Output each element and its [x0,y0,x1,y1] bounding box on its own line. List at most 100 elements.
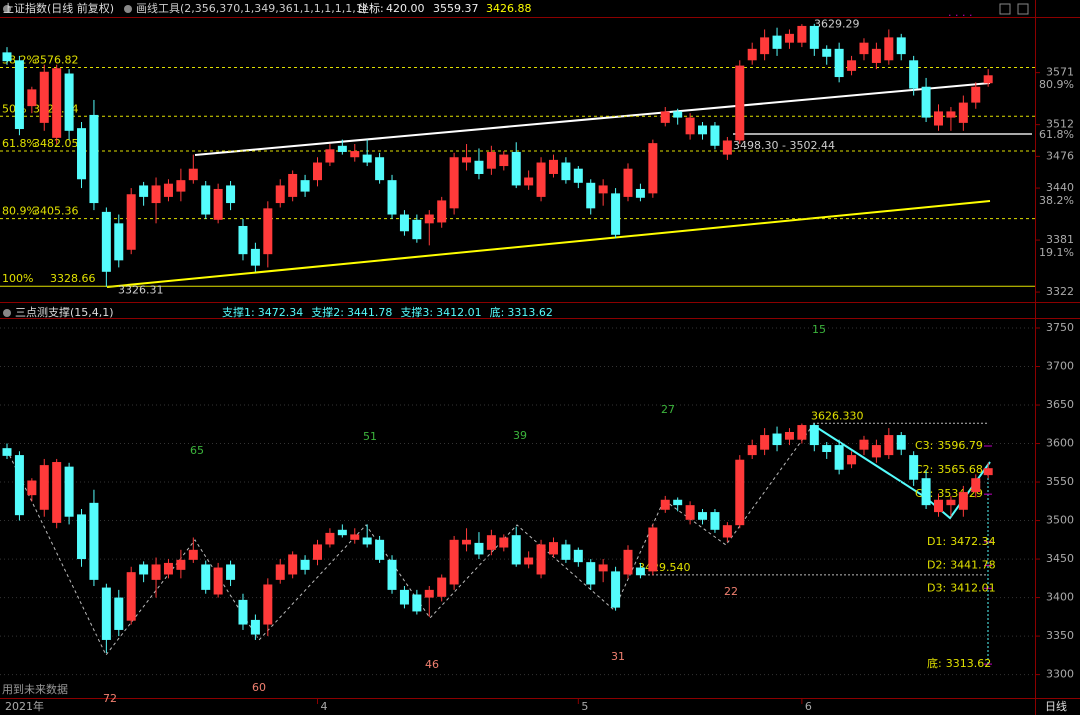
candle-body [437,577,447,597]
candle-body [561,544,571,560]
candle-body [101,587,111,640]
candle-body [313,162,322,181]
count-label: 72 [103,692,117,705]
candle-body [934,499,943,513]
candle-body [710,125,720,146]
candle-body [263,208,273,255]
level-label: C2: [915,463,933,476]
coord-label: 坐标: [358,1,384,15]
window-button[interactable] [999,3,1011,15]
y-tick-label: 3650 [1046,398,1074,411]
candle-body [524,557,534,565]
indicator-title: 三点测支撑(15,4,1) [15,305,114,319]
candle-body [822,48,832,57]
menu-dots[interactable]: · · · · [948,9,972,22]
candle-body [896,435,906,450]
candle-body [474,542,484,555]
candle-body [784,431,794,440]
candle-body [983,75,993,84]
panel-icon[interactable] [3,309,11,317]
candle-body [163,183,173,197]
x-tick-label: 4 [321,700,328,713]
candle-body [934,111,943,126]
tool-label: 画线工具(2,356,370,1,349,361,1,1,1,1,1,1) [136,1,367,15]
candle-body [350,534,360,540]
candle-body [437,200,447,223]
y-tick-label: 3440 [1046,181,1074,194]
candle-body [760,435,770,450]
support-label: 支撑2: [311,305,344,319]
candle-body [747,445,757,456]
window-button[interactable] [1017,3,1029,15]
candle-body [52,462,62,523]
candle-body [275,185,285,204]
price-value: 3426.88 [486,2,532,15]
trend-line [194,82,991,156]
candle-body [462,539,472,545]
candle-body [648,143,658,194]
candle-body [101,211,111,272]
panel-icon[interactable] [3,5,11,13]
candle-body [114,597,124,630]
pct-label: 19.1% [1039,246,1074,259]
candle-body [176,559,186,570]
level-label: D3: [927,581,946,594]
candle-body [722,140,732,155]
candle-body [151,185,161,204]
candle-body [288,554,298,575]
note: 用到未来数据 [2,682,68,696]
support-value: 3472.34 [258,306,304,319]
candle-body [424,214,434,224]
support-label: 底: [490,305,505,319]
candle-body [449,157,459,209]
count-label: 39 [513,429,527,442]
candle-body [958,492,968,510]
fib-pct: 80.9% [2,205,37,218]
x-tick-label: 6 [805,700,812,713]
pct-label: 38.2% [1039,194,1074,207]
candle-body [511,151,521,186]
candle-body [536,544,546,575]
candle-body [263,584,273,625]
candle-body [983,468,993,476]
tool-icon[interactable] [124,5,132,13]
candle-body [300,559,310,570]
fib-value: 3576.82 [33,54,79,67]
candle-body [27,480,37,496]
count-label: 15 [812,323,826,336]
level-value: 3441.78 [950,558,996,571]
candle-body [52,68,62,138]
candle-body [288,173,298,197]
candle-body [673,111,683,118]
candle-body [884,37,894,61]
candle-body [971,478,981,493]
candle-body [176,180,186,192]
candle-body [201,185,211,215]
y-tick-label: 3450 [1046,552,1074,565]
candle-body [412,219,422,240]
candle-body [946,499,956,506]
y-tick-label: 3550 [1046,475,1074,488]
candle-body [809,25,819,49]
stock-title: 上证指数(日线 前复权) [3,1,114,15]
candle-body [635,567,645,576]
zigzag-line [6,424,814,656]
candle-body [635,188,645,198]
candle-body [784,33,794,43]
candle-body [250,619,260,635]
candle-body [188,168,198,181]
level-label: D1: [927,535,946,548]
fib-pct: 61.8% [2,137,37,150]
candle-body [797,25,807,43]
y-tick-label: 3512 [1046,118,1074,131]
candle-body [611,193,621,235]
candle-body [834,48,844,78]
candle-body [375,157,385,181]
candle-body [958,102,968,123]
level-label: 底: [927,656,942,670]
candle-body [238,225,248,255]
candle-body [971,86,981,103]
level-label: C3: [915,439,933,452]
